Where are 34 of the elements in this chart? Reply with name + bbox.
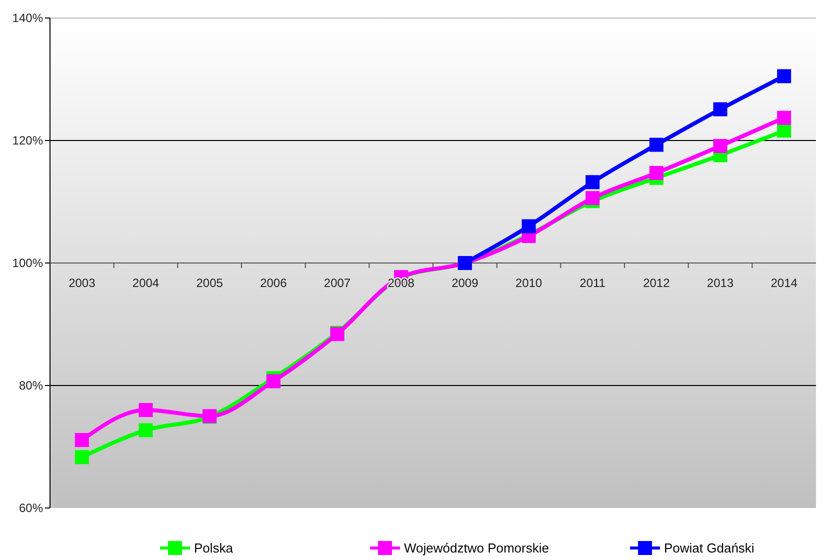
point [713, 139, 728, 154]
point [649, 138, 664, 152]
x-tick-label: 2011 [580, 276, 606, 290]
y-tick-label: 60% [18, 501, 44, 516]
x-tick-label: 2003 [68, 276, 96, 290]
x-tick-label: 2005 [196, 276, 224, 290]
x-tick-label: 2013 [706, 276, 734, 290]
x-tick-label: 2006 [260, 276, 288, 290]
x-tick-label: 2009 [452, 276, 479, 290]
x-tick-label: 2004 [132, 276, 160, 290]
point [138, 403, 153, 417]
x-tick-label: 2012 [643, 276, 670, 290]
point [713, 102, 728, 116]
point [777, 69, 792, 84]
x-tick-label: 2010 [515, 276, 542, 290]
y-tick-label: 100% [12, 256, 44, 270]
point [138, 423, 153, 438]
y-tick-label: 80% [18, 378, 44, 393]
legend-label: Powiat Gdański [664, 540, 754, 556]
point [266, 374, 280, 388]
point [649, 166, 664, 180]
point [586, 191, 600, 206]
x-tick-label: 2014 [770, 276, 798, 290]
x-tick-label: 2007 [324, 276, 351, 290]
point [522, 219, 536, 234]
x-tick-label: 2008 [388, 276, 415, 290]
point [74, 433, 89, 448]
y-tick-label: 140% [12, 11, 44, 26]
point [74, 450, 89, 464]
legend-label: Województwo Pomorskie [404, 540, 549, 556]
legend-label: Polska [194, 540, 234, 556]
y-tick-label: 120% [12, 134, 44, 148]
point [586, 175, 600, 190]
point [777, 110, 792, 125]
